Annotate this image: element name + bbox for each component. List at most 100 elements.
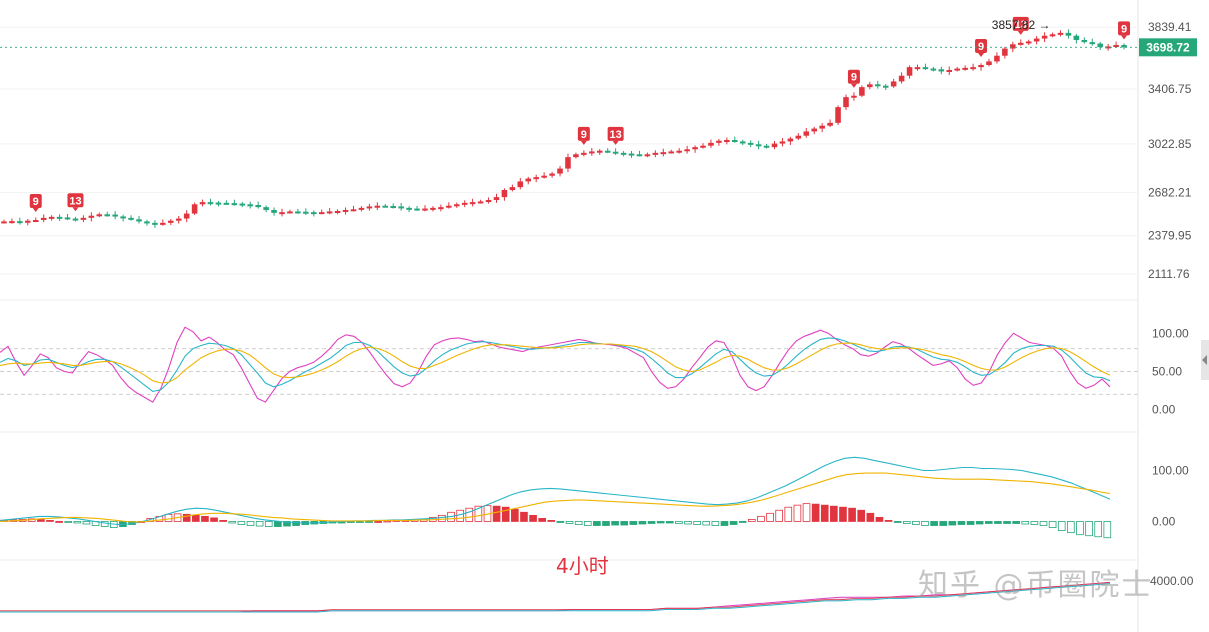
macd-histogram-bar: [228, 521, 237, 524]
candle-body: [692, 147, 698, 150]
candle-body: [795, 135, 802, 139]
macd-histogram-bar: [383, 520, 392, 523]
macd-histogram-bar: [848, 507, 856, 522]
td-marker-label: 9: [33, 196, 39, 208]
td-marker-label: 13: [1015, 19, 1027, 31]
candle-body: [1010, 44, 1016, 49]
candle-body: [517, 181, 524, 188]
bottom-indicator-panel: [0, 581, 1111, 613]
td-marker: 13: [67, 193, 84, 212]
candle-body: [612, 151, 619, 154]
candle-body: [1025, 41, 1032, 44]
candle-body: [803, 131, 810, 136]
candle-body: [882, 85, 889, 88]
macd-histogram-bar: [292, 521, 300, 526]
candle-body: [199, 202, 206, 205]
candle-body: [231, 203, 238, 206]
macd-histogram-bar: [902, 521, 911, 524]
macd-histogram-bar: [1085, 521, 1093, 537]
td-marker-pointer: [1121, 35, 1128, 40]
macd-histogram-bar: [583, 521, 592, 526]
price-tick-label: 3839.41: [1148, 20, 1192, 34]
candle-body: [859, 87, 865, 96]
candle-body: [851, 95, 857, 98]
macd-histogram-bar: [939, 521, 948, 526]
td-marker-badge: [1118, 21, 1131, 36]
candle-body: [72, 218, 79, 221]
candle-body: [430, 207, 436, 210]
macd-histogram-bar: [1048, 521, 1057, 528]
candle-body: [485, 200, 492, 202]
candle-body: [1065, 32, 1072, 36]
candle-body: [596, 150, 603, 153]
macd-histogram-bar: [274, 521, 282, 527]
td-marker-pointer: [580, 140, 587, 145]
candle-body: [295, 211, 301, 214]
chart-grid: [0, 0, 1139, 632]
candle-body: [215, 202, 222, 205]
macd-histogram-bar: [1003, 521, 1011, 524]
collapse-handle-icon[interactable]: [1201, 340, 1209, 380]
candle-body: [32, 220, 39, 222]
candle-body: [310, 212, 317, 215]
candle-body: [414, 208, 420, 211]
candle-body: [771, 143, 778, 148]
candle-body: [970, 67, 976, 70]
candle-body: [819, 125, 825, 129]
td-marker: 9: [29, 194, 42, 212]
price-axis[interactable]: 3839.41 3406.75 3022.85 2682.21 2379.95 2111.…: [1139, 20, 1197, 588]
bottom-lower-line: [0, 583, 1111, 613]
macd-histogram-bar: [921, 521, 929, 526]
price-tick-label: 3406.75: [1148, 82, 1192, 96]
candle-body: [382, 205, 389, 208]
candle-body: [120, 216, 126, 219]
candle-body: [557, 168, 563, 174]
td-marker-pointer: [72, 207, 79, 212]
timeframe-label: 4小时: [556, 554, 609, 578]
macd-histogram-bar: [456, 509, 464, 522]
macd-histogram-bar: [182, 513, 191, 522]
macd-histogram-bar: [246, 521, 255, 526]
candle-body: [549, 173, 555, 176]
candle-body: [541, 175, 547, 178]
candle-body: [112, 214, 118, 217]
macd-histogram-bar: [1067, 521, 1075, 534]
macd-histogram-bar: [55, 521, 63, 523]
candle-body: [48, 216, 55, 219]
candle-body: [779, 141, 786, 144]
candle-body: [716, 140, 722, 143]
candle-body: [358, 207, 365, 210]
candle-body: [739, 141, 746, 144]
candle-body: [374, 205, 381, 208]
macd-histogram-bar: [538, 518, 547, 522]
macd-histogram-bar: [611, 521, 619, 526]
macd-histogram-bar: [884, 520, 893, 522]
candle-body: [263, 207, 269, 210]
candle-body: [104, 214, 111, 217]
candle-body: [604, 150, 611, 153]
macd-histogram-bar: [1057, 521, 1066, 532]
td-marker-label: 9: [581, 129, 587, 141]
candle-body: [1049, 34, 1056, 37]
bottom-mid-line: [0, 582, 1111, 612]
macd-histogram-bar: [665, 521, 674, 524]
candle-body: [811, 128, 818, 132]
macd-histogram-bar: [766, 512, 774, 522]
macd-histogram-bar: [830, 505, 838, 522]
macd-histogram-bar: [930, 521, 938, 526]
td-marker-pointer: [32, 208, 39, 212]
candle-body: [493, 197, 500, 200]
macd-tick-label: 100.00: [1152, 464, 1189, 478]
candle-body: [40, 217, 47, 220]
candle-body: [168, 220, 174, 223]
macd-histogram-bar: [738, 521, 747, 523]
candle-body: [668, 151, 675, 154]
macd-histogram-bar: [565, 521, 574, 524]
macd-histogram-bar: [82, 521, 91, 525]
macd-histogram-bar: [1030, 521, 1039, 525]
macd-histogram-bar: [757, 515, 765, 522]
watermark-text: 知乎 @币圈院士: [918, 568, 1154, 603]
candle-body: [787, 138, 794, 142]
macd-histogram-bar: [729, 521, 738, 525]
